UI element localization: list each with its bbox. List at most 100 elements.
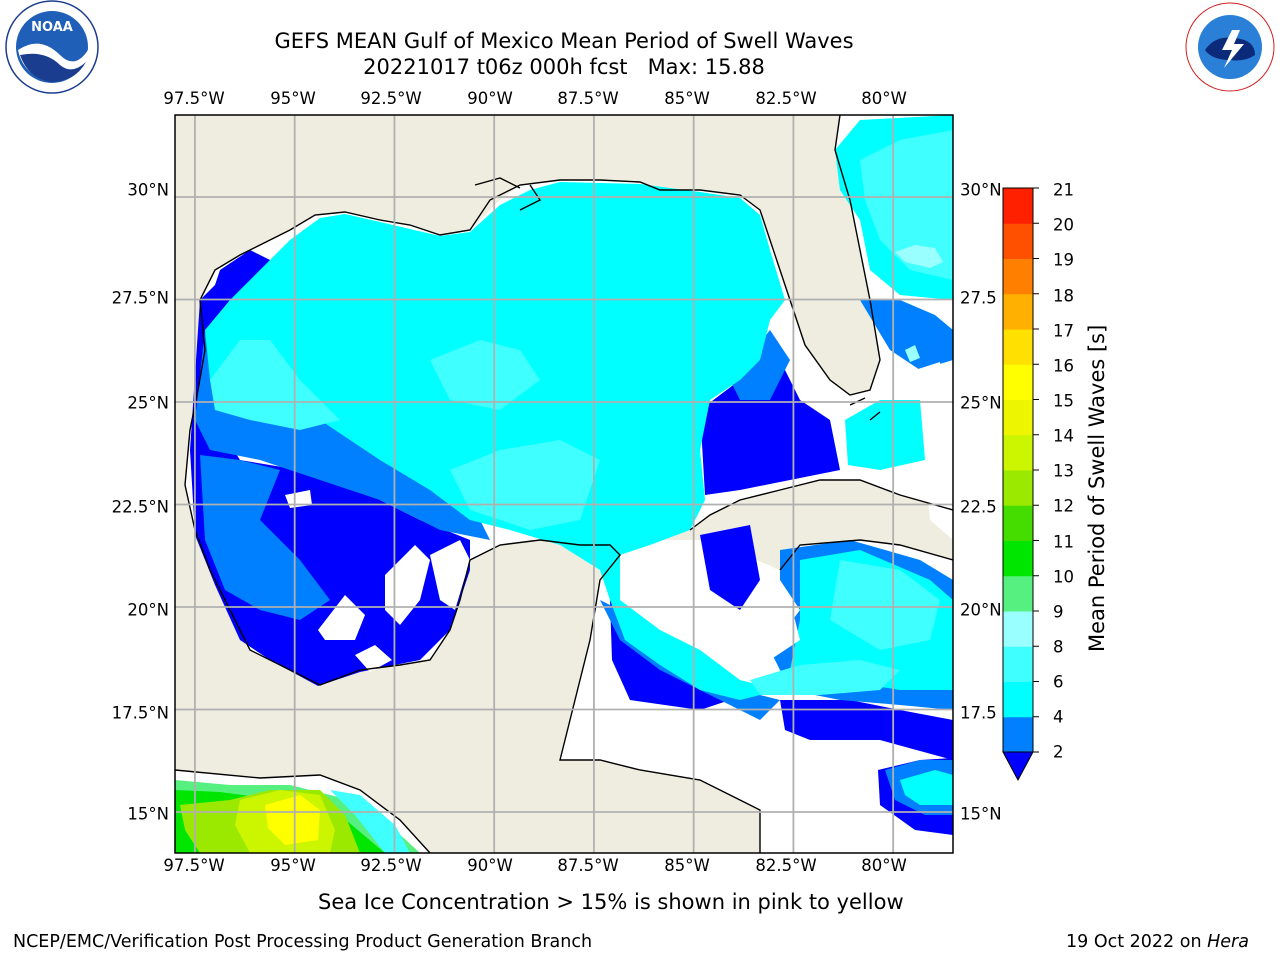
colorbar-segment — [1003, 188, 1033, 224]
lon-label-bottom: 87.5°W — [557, 856, 619, 875]
colorbar-tick: 12 — [1053, 496, 1074, 516]
lat-label-left: 20°N — [127, 600, 169, 620]
colorbar-tick: 16 — [1053, 356, 1074, 376]
contour-2-4 — [780, 700, 953, 760]
colorbar-tick: 10 — [1053, 567, 1074, 587]
colorbar-segment — [1003, 293, 1033, 330]
noaa-logo-text: NOAA — [31, 20, 73, 35]
footer-branch: NCEP/EMC/Verification Post Processing Pr… — [13, 932, 593, 952]
lon-label-top: 90°W — [467, 89, 513, 108]
colorbar-extend-min — [1002, 751, 1034, 782]
contour-8-9 — [750, 660, 900, 695]
colorbar-segment — [1003, 258, 1033, 295]
footer-date: 19 Oct 2022 on — [1066, 932, 1208, 952]
colorbar-tick: 17 — [1053, 321, 1074, 341]
colorbar-segment — [1003, 470, 1033, 506]
contour-2-4 — [700, 360, 840, 495]
lon-label-top: 95°W — [270, 89, 316, 108]
lat-label-right: 22.5 — [960, 497, 997, 517]
colorbar-segment — [1003, 505, 1033, 541]
chart-title-line2: 20221017 t06z 000h fcst Max: 15.88 — [363, 55, 765, 79]
colorbar-tick: 13 — [1053, 461, 1074, 481]
colorbar-tick: 15 — [1053, 391, 1074, 411]
nws-logo — [1185, 2, 1275, 92]
colorbar-tick: 8 — [1053, 637, 1064, 657]
colorbar-segment — [1003, 223, 1033, 259]
missing-data — [430, 540, 470, 610]
colorbar-segment — [1003, 329, 1033, 365]
colorbar-tick: 11 — [1053, 532, 1074, 552]
lat-label-left: 30°N — [127, 180, 169, 200]
lon-label-bottom: 97.5°W — [163, 856, 225, 875]
lon-label-top: 92.5°W — [360, 89, 422, 108]
colorbar-segment — [1003, 575, 1033, 612]
contour-8-9 — [830, 560, 940, 650]
lat-label-left: 25°N — [127, 393, 169, 413]
contour-2-4 — [700, 525, 760, 610]
contour-4-6 — [200, 455, 330, 620]
lon-label-top: 80°W — [861, 89, 907, 108]
missing-data — [355, 645, 392, 672]
colorbar-segment — [1003, 364, 1033, 400]
colorbar-segment — [1003, 646, 1033, 682]
contour-15-16 — [265, 795, 320, 845]
lat-label-right: 30°N — [960, 180, 1002, 200]
contour-9-10 — [905, 345, 920, 362]
contour-4-6 — [860, 300, 953, 370]
lon-label-top: 87.5°W — [557, 89, 619, 108]
colorbar-tick: 9 — [1053, 602, 1064, 622]
chart-title-line1: GEFS MEAN Gulf of Mexico Mean Period of … — [274, 29, 854, 53]
lat-label-left: 27.5°N — [111, 288, 169, 308]
coastlines — [175, 115, 953, 853]
contour-8-9 — [210, 340, 340, 430]
contour-8-9 — [430, 340, 540, 410]
colorbar-segment — [1003, 540, 1033, 577]
colorbar — [1002, 187, 1039, 782]
contour-8-9 — [450, 440, 600, 530]
lon-label-top: 82.5°W — [755, 89, 817, 108]
footer-host: Hera — [1207, 932, 1249, 952]
lon-label-bottom: 85°W — [664, 856, 710, 875]
contour-9-10 — [895, 245, 943, 268]
lat-label-left: 15°N — [127, 804, 169, 824]
lon-label-bottom: 90°W — [467, 856, 513, 875]
contour-8-9 — [860, 130, 953, 280]
lon-label-top: 97.5°W — [163, 89, 225, 108]
colorbar-segment — [1003, 716, 1033, 753]
colorbar-segment — [1003, 611, 1033, 647]
footer-run-info: 19 Oct 2022 on Hera — [1066, 932, 1249, 952]
missing-data — [385, 545, 430, 625]
colorbar-tick: 20 — [1053, 215, 1074, 235]
colorbar-tick: 18 — [1053, 286, 1074, 306]
lat-label-left: 17.5°N — [111, 703, 169, 723]
colorbar-tick: 6 — [1053, 672, 1064, 692]
lat-label-right: 17.5 — [960, 703, 997, 723]
lon-label-bottom: 80°W — [861, 856, 907, 875]
colorbar-segment — [1003, 681, 1033, 718]
contour-4-6 — [730, 330, 790, 400]
lon-label-bottom: 82.5°W — [755, 856, 817, 875]
colorbar-tick: 14 — [1053, 426, 1074, 446]
missing-data — [285, 490, 312, 508]
colorbar-tick: 2 — [1053, 742, 1064, 762]
contour-6-8 — [845, 400, 925, 470]
missing-data — [760, 600, 800, 660]
lat-label-right: 15°N — [960, 804, 1002, 824]
lat-label-right: 27.5 — [960, 288, 997, 308]
lon-label-bottom: 92.5°W — [360, 856, 422, 875]
colorbar-tick: 19 — [1053, 250, 1074, 270]
graticule — [175, 115, 953, 853]
colorbar-tick: 21 — [1053, 180, 1074, 200]
lat-label-right: 25°N — [960, 393, 1002, 413]
missing-data — [915, 362, 945, 410]
sea-ice-note: Sea Ice Concentration > 15% is shown in … — [318, 890, 904, 914]
contour-6-8 — [900, 770, 953, 805]
colorbar-segment — [1003, 399, 1033, 436]
lon-label-bottom: 95°W — [270, 856, 316, 875]
plot-frame — [174, 114, 954, 854]
colorbar-tick: 4 — [1053, 707, 1064, 727]
contour-6-8 — [330, 790, 410, 853]
lon-label-top: 85°W — [664, 89, 710, 108]
lat-label-right: 20°N — [960, 600, 1002, 620]
